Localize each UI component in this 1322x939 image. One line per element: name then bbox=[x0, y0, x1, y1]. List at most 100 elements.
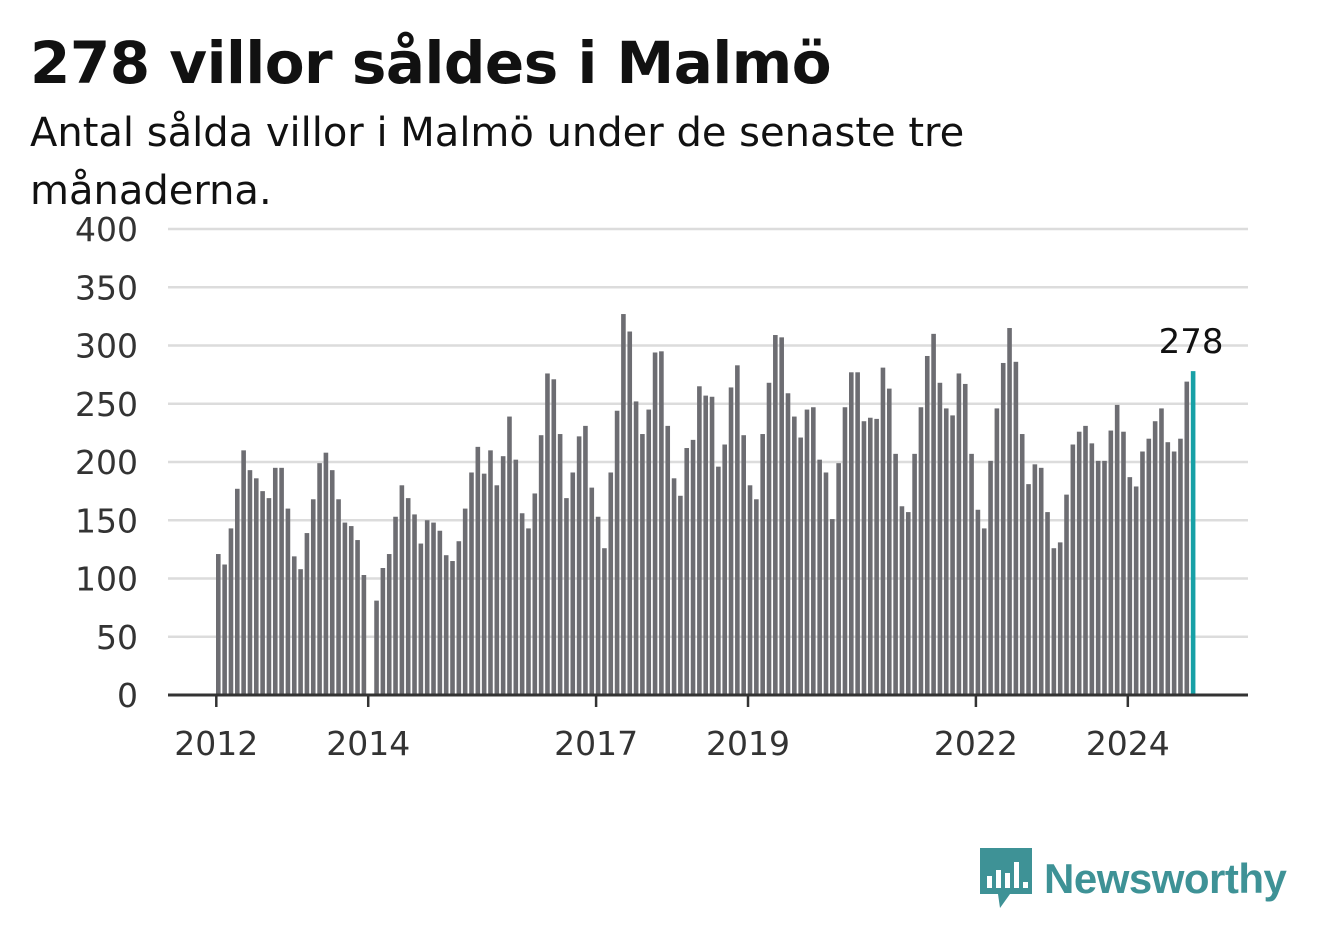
bar bbox=[1114, 404, 1120, 695]
bar bbox=[855, 372, 860, 695]
bar bbox=[513, 459, 519, 695]
bar bbox=[361, 575, 367, 695]
y-tick-label: 250 bbox=[75, 385, 138, 424]
bar bbox=[1178, 438, 1183, 695]
bar bbox=[1127, 477, 1133, 695]
bar bbox=[690, 439, 696, 695]
bar bbox=[735, 365, 740, 695]
x-tick-label: 2017 bbox=[554, 724, 638, 763]
bar bbox=[583, 425, 588, 695]
bar bbox=[697, 386, 702, 695]
x-tick-label: 2012 bbox=[174, 724, 258, 763]
y-tick-label: 400 bbox=[75, 210, 138, 249]
bar bbox=[874, 418, 879, 695]
x-axis: 2012 2014 2017 2019 2022 2024 bbox=[168, 693, 1248, 763]
bar bbox=[931, 333, 936, 695]
bar bbox=[348, 526, 354, 695]
bar bbox=[766, 382, 772, 695]
bar bbox=[538, 435, 544, 695]
bar bbox=[279, 467, 284, 695]
bar bbox=[728, 387, 734, 695]
bar bbox=[405, 498, 411, 695]
bar bbox=[1038, 467, 1044, 695]
bar bbox=[811, 407, 816, 695]
bar bbox=[234, 488, 240, 695]
chart-title: 278 villor såldes i Malmö bbox=[30, 29, 832, 97]
bar bbox=[861, 421, 867, 695]
bar bbox=[1133, 486, 1139, 695]
bar bbox=[905, 512, 911, 695]
y-tick-label: 50 bbox=[96, 618, 138, 657]
newsworthy-logo: Newsworthy bbox=[980, 848, 1287, 910]
bar bbox=[329, 470, 335, 695]
bar bbox=[393, 516, 398, 695]
bar bbox=[462, 508, 468, 695]
bar bbox=[443, 555, 449, 695]
bar bbox=[703, 395, 709, 695]
bar bbox=[418, 543, 424, 695]
bar bbox=[494, 485, 500, 695]
bar bbox=[956, 373, 962, 695]
bar bbox=[646, 409, 652, 695]
bar bbox=[1000, 362, 1006, 695]
bar bbox=[1083, 425, 1088, 695]
bar bbox=[570, 472, 576, 695]
bar bbox=[1171, 451, 1177, 695]
bar bbox=[1026, 484, 1031, 695]
bar bbox=[602, 548, 607, 695]
x-tick-label: 2019 bbox=[706, 724, 790, 763]
bar bbox=[456, 541, 462, 695]
bar bbox=[291, 556, 297, 695]
bar bbox=[608, 472, 614, 695]
bar bbox=[1032, 464, 1038, 695]
bar bbox=[317, 463, 322, 695]
brand-name: Newsworthy bbox=[1044, 855, 1287, 902]
bar bbox=[557, 434, 563, 695]
highlighted-bar bbox=[1190, 371, 1196, 695]
bar bbox=[1007, 328, 1012, 695]
bar bbox=[526, 528, 531, 695]
x-tick-label: 2022 bbox=[934, 724, 1018, 763]
bar bbox=[342, 522, 348, 695]
bar bbox=[627, 331, 633, 695]
x-tick-label: 2024 bbox=[1086, 724, 1170, 763]
bar bbox=[310, 499, 316, 695]
bar bbox=[988, 460, 993, 695]
bar bbox=[475, 446, 481, 695]
bar bbox=[1140, 451, 1145, 695]
x-tick-label: 2014 bbox=[326, 724, 410, 763]
bar bbox=[1013, 361, 1019, 695]
bar bbox=[380, 568, 386, 695]
bar bbox=[621, 314, 626, 695]
bar bbox=[741, 435, 746, 695]
bar bbox=[589, 487, 595, 695]
bar bbox=[981, 528, 987, 695]
bar bbox=[678, 495, 683, 695]
bar bbox=[754, 499, 759, 695]
bar bbox=[640, 434, 645, 695]
bar bbox=[216, 554, 221, 695]
bar bbox=[722, 444, 727, 695]
bar bbox=[1095, 460, 1101, 695]
bar bbox=[716, 466, 721, 695]
bar bbox=[500, 456, 506, 695]
bar bbox=[247, 470, 253, 695]
bar bbox=[1057, 542, 1063, 695]
bar bbox=[779, 337, 784, 695]
bar bbox=[374, 600, 379, 695]
y-tick-label: 300 bbox=[75, 327, 138, 366]
bar bbox=[298, 569, 303, 695]
bar bbox=[323, 452, 329, 695]
bar bbox=[684, 448, 690, 695]
bar bbox=[241, 450, 246, 695]
bar bbox=[1064, 494, 1069, 695]
y-tick-label: 150 bbox=[75, 501, 138, 540]
bar bbox=[1076, 431, 1082, 695]
bar bbox=[1184, 381, 1190, 695]
bar bbox=[912, 453, 917, 695]
bar bbox=[431, 522, 436, 695]
bar bbox=[532, 493, 538, 695]
bar bbox=[253, 478, 259, 695]
bar bbox=[469, 472, 474, 695]
bar bbox=[823, 472, 829, 695]
